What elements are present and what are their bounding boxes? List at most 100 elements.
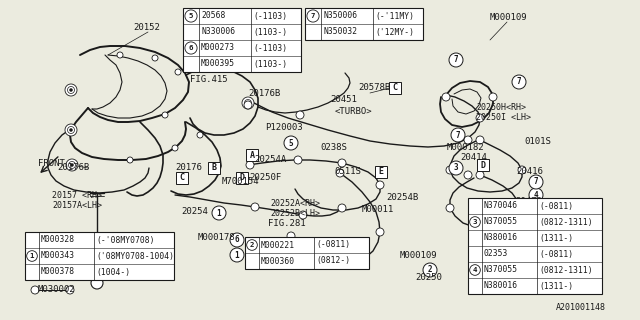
Circle shape xyxy=(70,129,72,132)
Circle shape xyxy=(464,136,472,144)
Text: N370055: N370055 xyxy=(484,218,518,227)
Circle shape xyxy=(246,161,254,169)
Text: M000395: M000395 xyxy=(201,60,235,68)
Bar xyxy=(468,198,602,294)
Circle shape xyxy=(66,159,78,171)
Text: 3: 3 xyxy=(454,164,458,172)
Text: N380016: N380016 xyxy=(484,282,518,291)
Text: 20250: 20250 xyxy=(415,273,442,282)
Circle shape xyxy=(476,171,484,179)
Text: 0511S: 0511S xyxy=(334,167,361,177)
Text: N370055: N370055 xyxy=(484,266,518,275)
Bar xyxy=(25,232,174,280)
Text: A: A xyxy=(250,150,255,159)
Circle shape xyxy=(31,286,39,294)
Bar xyxy=(305,8,423,40)
Text: 7: 7 xyxy=(311,13,316,19)
Circle shape xyxy=(251,203,259,211)
Text: (-0811): (-0811) xyxy=(539,202,573,211)
Text: 0238S: 0238S xyxy=(320,143,347,153)
Text: M000221: M000221 xyxy=(261,241,295,250)
Text: N330006: N330006 xyxy=(201,28,235,36)
Circle shape xyxy=(67,86,74,93)
Circle shape xyxy=(296,111,304,119)
Circle shape xyxy=(242,97,254,109)
Bar xyxy=(245,237,369,269)
Text: 7: 7 xyxy=(456,131,460,140)
Circle shape xyxy=(246,101,250,105)
Circle shape xyxy=(152,55,158,61)
Text: FIG.415: FIG.415 xyxy=(190,76,228,84)
Text: 20152: 20152 xyxy=(133,23,160,33)
Text: P120003: P120003 xyxy=(265,124,303,132)
Text: 20416: 20416 xyxy=(516,167,543,177)
Circle shape xyxy=(230,248,244,262)
Text: 1: 1 xyxy=(217,209,221,218)
Circle shape xyxy=(127,157,133,163)
Circle shape xyxy=(518,204,526,212)
Text: FRONT: FRONT xyxy=(38,158,65,167)
Circle shape xyxy=(175,69,181,75)
Text: (-0811): (-0811) xyxy=(539,250,573,259)
Circle shape xyxy=(451,128,465,142)
Text: (-1103): (-1103) xyxy=(253,44,287,52)
Text: 20470: 20470 xyxy=(515,197,542,206)
Circle shape xyxy=(172,145,178,151)
Text: (-'11MY): (-'11MY) xyxy=(375,12,414,20)
Text: M000343: M000343 xyxy=(41,252,75,260)
Circle shape xyxy=(512,75,526,89)
Circle shape xyxy=(244,101,252,109)
Text: 5: 5 xyxy=(189,13,193,19)
Bar xyxy=(477,159,489,171)
Text: M00011: M00011 xyxy=(362,205,394,214)
Text: 0101S: 0101S xyxy=(524,138,551,147)
Circle shape xyxy=(299,211,307,219)
Text: 20414: 20414 xyxy=(460,154,487,163)
Text: 4: 4 xyxy=(473,267,477,273)
Text: 4: 4 xyxy=(534,211,538,220)
Text: (1103-): (1103-) xyxy=(253,60,287,68)
Text: 20250F: 20250F xyxy=(249,173,281,182)
Text: M000273: M000273 xyxy=(201,44,235,52)
Text: 1: 1 xyxy=(235,251,239,260)
Circle shape xyxy=(442,93,450,101)
Text: 20254B: 20254B xyxy=(386,193,419,202)
Text: 3: 3 xyxy=(473,219,477,225)
Text: M000109: M000109 xyxy=(400,251,438,260)
Circle shape xyxy=(287,232,295,240)
Circle shape xyxy=(449,53,463,67)
Text: ('08MY0708-1004): ('08MY0708-1004) xyxy=(96,252,174,260)
Text: 7: 7 xyxy=(454,55,458,65)
Text: M000178: M000178 xyxy=(198,233,236,242)
Text: M000360: M000360 xyxy=(261,257,295,266)
Text: FIG.281: FIG.281 xyxy=(268,219,306,228)
Text: (1103-): (1103-) xyxy=(253,28,287,36)
Text: M000182: M000182 xyxy=(447,143,484,153)
Text: 20252B<LH>: 20252B<LH> xyxy=(270,209,320,218)
Circle shape xyxy=(470,265,480,275)
Text: 2: 2 xyxy=(428,266,432,275)
Text: N380016: N380016 xyxy=(484,234,518,243)
Text: 20176B: 20176B xyxy=(57,164,89,172)
Circle shape xyxy=(464,171,472,179)
Text: A201001148: A201001148 xyxy=(556,302,606,311)
Text: 20250I <LH>: 20250I <LH> xyxy=(476,113,531,122)
Circle shape xyxy=(518,166,526,174)
Circle shape xyxy=(423,263,437,277)
Circle shape xyxy=(376,228,384,236)
Text: 7: 7 xyxy=(534,178,538,187)
Circle shape xyxy=(244,100,252,107)
Text: (1311-): (1311-) xyxy=(539,234,573,243)
Text: 5: 5 xyxy=(289,139,293,148)
Text: <TURBO>: <TURBO> xyxy=(335,108,372,116)
Text: M030002: M030002 xyxy=(38,285,76,294)
Text: 20176: 20176 xyxy=(175,164,202,172)
Text: 20157 <RH>: 20157 <RH> xyxy=(52,191,102,201)
Text: 20568: 20568 xyxy=(201,12,225,20)
Text: C: C xyxy=(179,173,184,182)
Circle shape xyxy=(376,181,384,189)
Text: (1004-): (1004-) xyxy=(96,268,130,276)
Text: (-0811): (-0811) xyxy=(316,241,350,250)
Text: N350006: N350006 xyxy=(323,12,357,20)
Circle shape xyxy=(117,52,123,58)
